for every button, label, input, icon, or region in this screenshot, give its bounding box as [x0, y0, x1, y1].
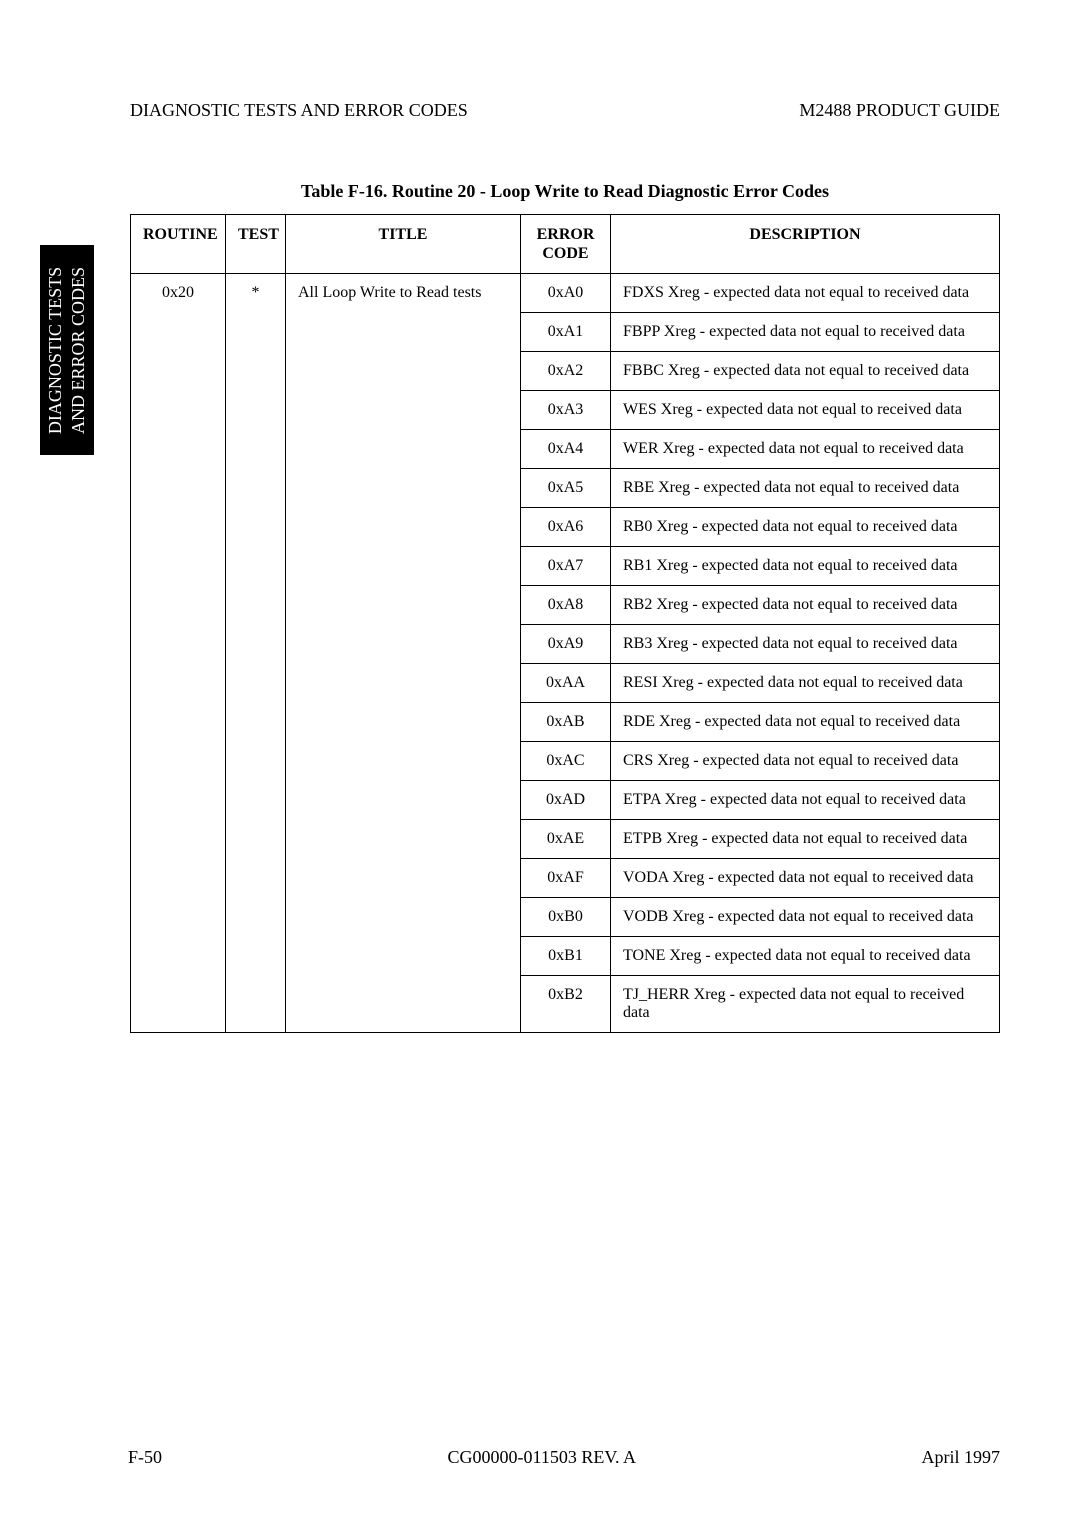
cell-error-code: 0xAA	[521, 664, 611, 703]
cell-error-code: 0xB1	[521, 937, 611, 976]
col-error-code-l1: ERROR	[537, 226, 595, 243]
cell-error-code: 0xAB	[521, 703, 611, 742]
cell-error-code: 0xA8	[521, 586, 611, 625]
side-tab-line2: AND ERROR CODES	[68, 266, 88, 433]
cell-error-code: 0xA6	[521, 508, 611, 547]
cell-description: VODA Xreg - expected data not equal to r…	[611, 859, 1000, 898]
page: DIAGNOSTIC TESTS AND ERROR CODES M2488 P…	[0, 0, 1080, 1528]
cell-error-code: 0xAD	[521, 781, 611, 820]
cell-error-code: 0xB2	[521, 976, 611, 1033]
cell-description: ETPB Xreg - expected data not equal to r…	[611, 820, 1000, 859]
cell-description: RBE Xreg - expected data not equal to re…	[611, 469, 1000, 508]
footer-left: F-50	[128, 1447, 162, 1468]
cell-error-code: 0xAF	[521, 859, 611, 898]
table-row: 0x20*All Loop Write to Read tests0xA0FDX…	[131, 274, 1000, 313]
cell-description: ETPA Xreg - expected data not equal to r…	[611, 781, 1000, 820]
cell-routine: 0x20	[131, 274, 226, 1033]
cell-description: RDE Xreg - expected data not equal to re…	[611, 703, 1000, 742]
table-container: Table F-16. Routine 20 - Loop Write to R…	[130, 181, 1000, 1033]
cell-error-code: 0xA2	[521, 352, 611, 391]
col-routine: ROUTINE	[131, 215, 226, 274]
table-caption: Table F-16. Routine 20 - Loop Write to R…	[130, 181, 1000, 202]
cell-error-code: 0xB0	[521, 898, 611, 937]
side-tab: DIAGNOSTIC TESTS AND ERROR CODES	[40, 245, 94, 455]
cell-error-code: 0xA7	[521, 547, 611, 586]
cell-error-code: 0xAC	[521, 742, 611, 781]
cell-error-code: 0xA5	[521, 469, 611, 508]
cell-description: RB1 Xreg - expected data not equal to re…	[611, 547, 1000, 586]
page-header: DIAGNOSTIC TESTS AND ERROR CODES M2488 P…	[80, 100, 1000, 121]
cell-description: WER Xreg - expected data not equal to re…	[611, 430, 1000, 469]
cell-description: FBBC Xreg - expected data not equal to r…	[611, 352, 1000, 391]
cell-description: RB0 Xreg - expected data not equal to re…	[611, 508, 1000, 547]
cell-description: CRS Xreg - expected data not equal to re…	[611, 742, 1000, 781]
header-left: DIAGNOSTIC TESTS AND ERROR CODES	[130, 100, 468, 121]
cell-error-code: 0xA1	[521, 313, 611, 352]
col-error-code-l2: CODE	[542, 245, 588, 262]
col-error-code: ERROR CODE	[521, 215, 611, 274]
cell-description: TJ_HERR Xreg - expected data not equal t…	[611, 976, 1000, 1033]
cell-description: WES Xreg - expected data not equal to re…	[611, 391, 1000, 430]
cell-description: RESI Xreg - expected data not equal to r…	[611, 664, 1000, 703]
side-tab-line1: DIAGNOSTIC TESTS	[46, 266, 66, 433]
cell-test: *	[226, 274, 286, 1033]
side-tab-text: DIAGNOSTIC TESTS AND ERROR CODES	[45, 266, 90, 433]
cell-description: VODB Xreg - expected data not equal to r…	[611, 898, 1000, 937]
footer-center: CG00000-011503 REV. A	[447, 1447, 636, 1468]
col-test: TEST	[226, 215, 286, 274]
table-body: 0x20*All Loop Write to Read tests0xA0FDX…	[131, 274, 1000, 1033]
cell-error-code: 0xA9	[521, 625, 611, 664]
cell-description: RB3 Xreg - expected data not equal to re…	[611, 625, 1000, 664]
cell-error-code: 0xA3	[521, 391, 611, 430]
cell-description: FDXS Xreg - expected data not equal to r…	[611, 274, 1000, 313]
error-codes-table: ROUTINE TEST TITLE ERROR CODE DESCRIPTIO…	[130, 214, 1000, 1033]
page-footer: F-50 CG00000-011503 REV. A April 1997	[128, 1447, 1000, 1468]
col-description: DESCRIPTION	[611, 215, 1000, 274]
cell-description: RB2 Xreg - expected data not equal to re…	[611, 586, 1000, 625]
col-title: TITLE	[286, 215, 521, 274]
cell-description: TONE Xreg - expected data not equal to r…	[611, 937, 1000, 976]
cell-description: FBPP Xreg - expected data not equal to r…	[611, 313, 1000, 352]
footer-right: April 1997	[921, 1447, 1000, 1468]
header-right: M2488 PRODUCT GUIDE	[799, 100, 1000, 121]
cell-error-code: 0xAE	[521, 820, 611, 859]
cell-title: All Loop Write to Read tests	[286, 274, 521, 1033]
cell-error-code: 0xA4	[521, 430, 611, 469]
cell-error-code: 0xA0	[521, 274, 611, 313]
table-header-row: ROUTINE TEST TITLE ERROR CODE DESCRIPTIO…	[131, 215, 1000, 274]
